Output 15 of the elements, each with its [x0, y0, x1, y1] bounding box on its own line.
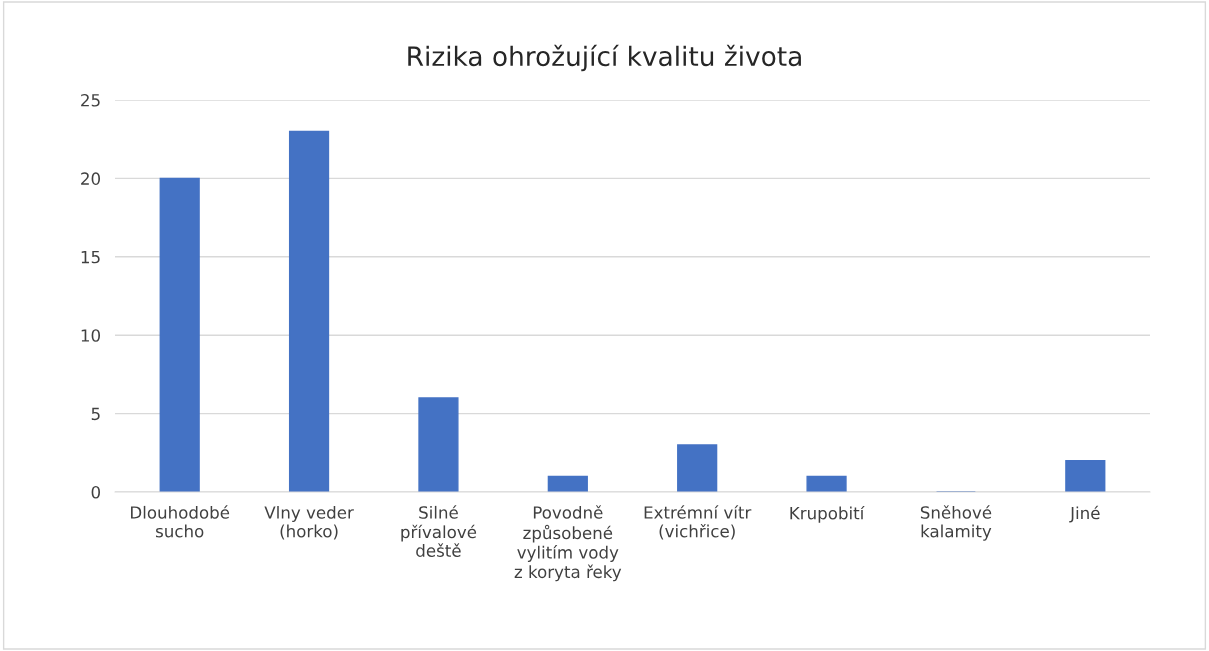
x-tick-label: Povodně způsobené vylitím vody z koryta řeky	[514, 505, 622, 582]
y-tick-label: 15	[81, 250, 100, 264]
x-tick-label: Extrémní vítr (vichřice)	[644, 505, 752, 540]
y-tick-label: 10	[81, 329, 100, 342]
y-tick-label: 25	[81, 93, 100, 107]
x-tick-label: Jiné	[1069, 505, 1100, 523]
y-tick-label: 5	[91, 407, 100, 421]
x-tick-label: Sněhové kalamity	[920, 505, 992, 541]
x-tick-label: Dlouhodobé sucho	[131, 505, 230, 538]
y-tick-label: 0	[91, 485, 100, 499]
chart-title: Rizika ohrožující kvalitu života	[408, 44, 801, 72]
y-tick-label: 20	[81, 172, 100, 185]
x-tick-label: Vlny veder (horko)	[264, 505, 354, 540]
x-tick-label: Krupobití	[790, 505, 865, 523]
x-tick-label: Silné přívalové deště	[401, 505, 477, 557]
